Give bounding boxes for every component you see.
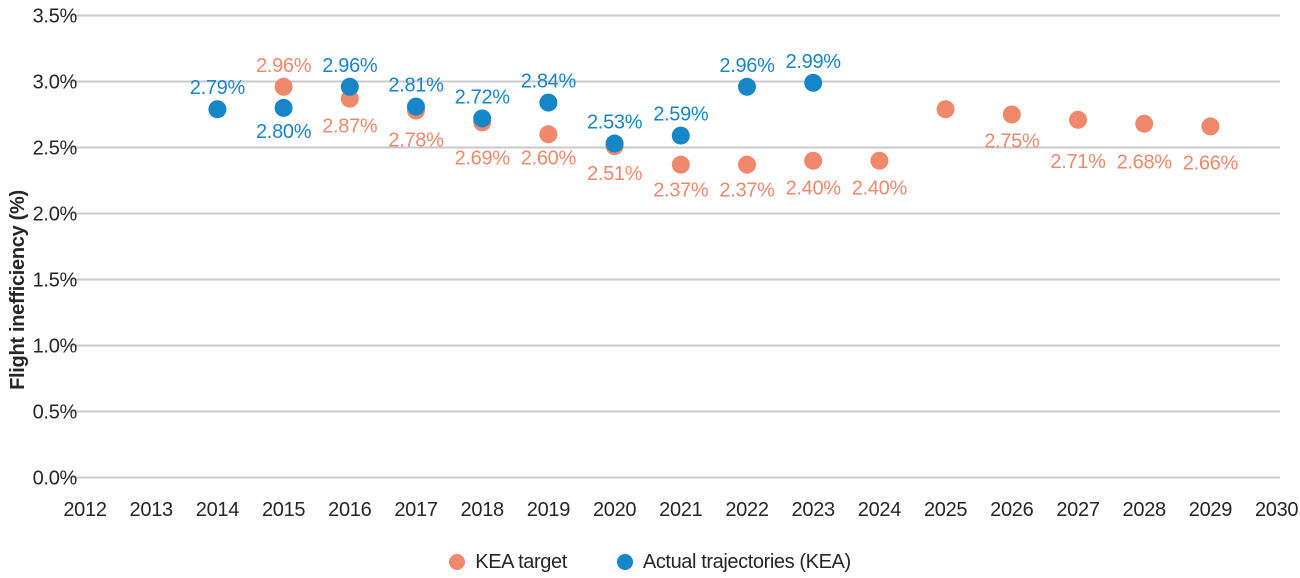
x-tick-2019: 2019: [527, 499, 570, 521]
point-actual-trajectories-kea-2014: [208, 100, 227, 119]
label-actual-trajectories-kea-2020: 2.53%: [587, 112, 643, 134]
x-tick-2029: 2029: [1189, 499, 1232, 521]
label-kea-target-2026: 2.75%: [984, 131, 1040, 153]
x-tick-2021: 2021: [659, 499, 702, 521]
label-actual-trajectories-kea-2018: 2.72%: [455, 86, 511, 108]
point-actual-trajectories-kea-2018: [473, 109, 492, 128]
point-actual-trajectories-kea-2019: [539, 93, 558, 112]
point-kea-target-2021: [671, 155, 690, 174]
label-actual-trajectories-kea-2021: 2.59%: [653, 104, 709, 126]
point-actual-trajectories-kea-2023: [804, 73, 823, 92]
label-kea-target-2029: 2.66%: [1183, 152, 1239, 174]
label-actual-trajectories-kea-2015: 2.80%: [256, 121, 312, 143]
x-tick-2023: 2023: [792, 499, 835, 521]
point-kea-target-2025: [936, 100, 955, 119]
point-kea-target-2029: [1201, 117, 1220, 136]
label-kea-target-2024: 2.40%: [852, 178, 908, 200]
x-tick-2012: 2012: [63, 499, 106, 521]
point-actual-trajectories-kea-2020: [605, 134, 624, 153]
label-kea-target-2020: 2.51%: [587, 163, 643, 185]
point-actual-trajectories-kea-2022: [738, 77, 756, 96]
legend-label-actual-trajectories-kea: Actual trajectories (KEA): [642, 550, 851, 573]
label-kea-target-2019: 2.60%: [521, 147, 577, 169]
label-actual-trajectories-kea-2016: 2.96%: [322, 55, 378, 77]
point-kea-target-2023: [804, 151, 823, 170]
legend-item-actual-trajectories-kea: Actual trajectories (KEA): [616, 550, 851, 574]
x-tick-2022: 2022: [725, 499, 768, 521]
label-actual-trajectories-kea-2023: 2.99%: [786, 51, 842, 73]
point-actual-trajectories-kea-2017: [407, 97, 425, 116]
x-tick-2013: 2013: [130, 499, 173, 521]
x-tick-2014: 2014: [196, 499, 239, 521]
label-kea-target-2015: 2.96%: [256, 55, 312, 77]
y-tick-2.5%: 2.5%: [33, 138, 78, 160]
x-tick-2015: 2015: [262, 499, 305, 521]
x-tick-2024: 2024: [858, 499, 901, 521]
label-kea-target-2017: 2.78%: [388, 130, 444, 152]
point-kea-target-2028: [1135, 114, 1154, 133]
label-kea-target-2028: 2.68%: [1117, 152, 1173, 174]
x-tick-2017: 2017: [394, 499, 437, 521]
x-tick-2018: 2018: [461, 499, 504, 521]
label-kea-target-2016: 2.87%: [322, 116, 378, 138]
label-kea-target-2021: 2.37%: [653, 180, 709, 202]
point-actual-trajectories-kea-2021: [671, 126, 690, 145]
x-tick-2025: 2025: [924, 499, 967, 521]
y-tick-3.5%: 3.5%: [33, 6, 78, 28]
x-tick-2030: 2030: [1255, 499, 1298, 521]
label-actual-trajectories-kea-2014: 2.79%: [190, 77, 246, 99]
y-tick-0.0%: 0.0%: [33, 468, 78, 490]
x-tick-2026: 2026: [990, 499, 1033, 521]
y-tick-2.0%: 2.0%: [33, 204, 78, 226]
label-kea-target-2023: 2.40%: [786, 178, 842, 200]
x-tick-2016: 2016: [328, 499, 371, 521]
legend-item-kea-target: KEA target: [449, 551, 567, 574]
point-kea-target-2027: [1069, 110, 1087, 129]
label-kea-target-2027: 2.71%: [1050, 151, 1106, 173]
chart-legend: KEA target Actual trajectories (KEA): [0, 548, 1300, 576]
label-kea-target-2022: 2.37%: [719, 180, 775, 202]
y-tick-0.5%: 0.5%: [33, 402, 78, 424]
point-actual-trajectories-kea-2016: [340, 77, 359, 96]
point-kea-target-2019: [539, 125, 558, 144]
label-actual-trajectories-kea-2022: 2.96%: [719, 55, 775, 77]
y-tick-1.5%: 1.5%: [33, 270, 78, 292]
label-actual-trajectories-kea-2019: 2.84%: [521, 71, 577, 93]
point-kea-target-2026: [1002, 105, 1021, 124]
x-tick-2020: 2020: [593, 499, 636, 521]
point-kea-target-2015: [274, 77, 293, 96]
x-tick-2027: 2027: [1056, 499, 1099, 521]
point-kea-target-2022: [738, 155, 756, 174]
y-tick-1.0%: 1.0%: [33, 336, 78, 358]
point-kea-target-2024: [870, 151, 889, 170]
label-kea-target-2018: 2.69%: [455, 147, 511, 169]
legend-dot-actual-trajectories-kea: [616, 554, 633, 570]
y-axis-title: Flight inefficiency (%): [6, 190, 29, 390]
x-tick-2028: 2028: [1123, 499, 1166, 521]
legend-label-kea-target: KEA target: [475, 550, 567, 573]
legend-dot-kea-target: [449, 554, 466, 570]
y-tick-3.0%: 3.0%: [33, 72, 78, 94]
point-actual-trajectories-kea-2015: [274, 98, 293, 117]
label-actual-trajectories-kea-2017: 2.81%: [388, 75, 444, 97]
